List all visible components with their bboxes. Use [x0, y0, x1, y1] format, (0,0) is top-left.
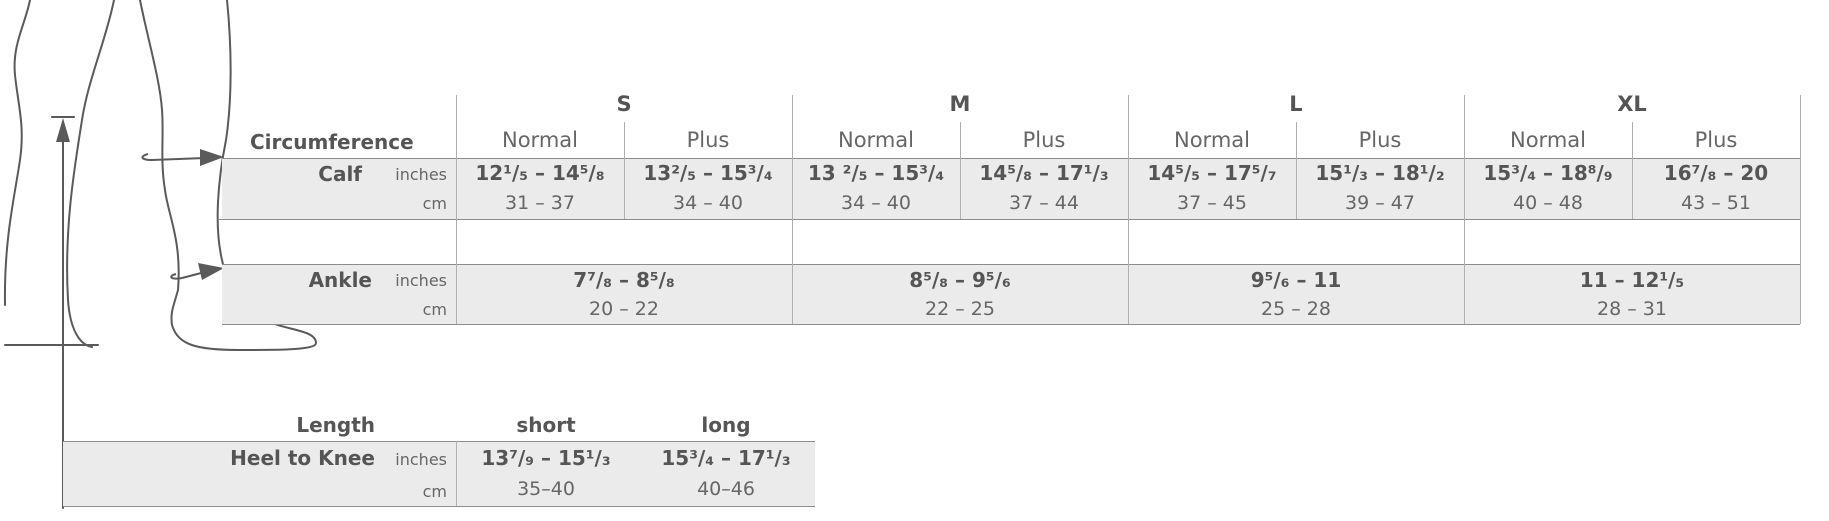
size-header-s: S [616, 92, 632, 116]
left-leg-outline-inner [66, 0, 115, 348]
ankle-arrow-head [198, 263, 224, 280]
column-divider [456, 95, 457, 324]
calf-inches-m-plus: 14⁵/₈ – 17¹/₃ [979, 161, 1109, 185]
rule [222, 264, 1800, 265]
ankle-band [222, 265, 1800, 324]
subheader-xl-normal: Normal [1510, 128, 1586, 152]
calf-cm-xl-plus: 43 – 51 [1681, 192, 1751, 214]
calf-arrow-head [200, 149, 224, 166]
calf-cm-m-normal: 34 – 40 [841, 192, 911, 214]
subheader-s-normal: Normal [502, 128, 578, 152]
ankle-cm-l: 25 – 28 [1261, 298, 1331, 320]
calf-inches-xl-normal: 15³/₄ – 18⁸/₉ [1483, 161, 1613, 185]
calf-unit-inches: inches [395, 165, 447, 184]
subheader-m-normal: Normal [838, 128, 914, 152]
heel-to-knee-cm-long: 40–46 [697, 478, 755, 500]
subheader-l-plus: Plus [1358, 128, 1402, 152]
subheader-m-plus: Plus [1022, 128, 1066, 152]
column-divider [792, 95, 793, 324]
sub-column-divider [624, 122, 625, 219]
right-leg-outline [139, 0, 317, 351]
sub-column-divider [960, 122, 961, 219]
height-arrow-head [56, 118, 70, 142]
heel-to-knee-unit-cm: cm [422, 482, 447, 501]
rule [63, 506, 815, 507]
length-header: Length [296, 413, 375, 437]
calf-cm-xl-normal: 40 – 48 [1513, 192, 1583, 214]
calf-measure-line [141, 153, 206, 162]
ankle-inches-s: 7⁷/₈ – 8⁵/₈ [573, 268, 675, 292]
calf-inches-xl-plus: 16⁷/₈ – 20 [1663, 161, 1769, 185]
heel-to-knee-inches-long: 15³/₄ – 17¹/₃ [661, 446, 791, 470]
size-header-l: L [1289, 92, 1303, 116]
ankle-unit-cm: cm [422, 300, 447, 319]
size-header-xl: XL [1617, 92, 1647, 116]
calf-cm-s-plus: 34 – 40 [673, 192, 743, 214]
ankle-cm-xl: 28 – 31 [1597, 298, 1667, 320]
calf-inches-s-plus: 13²/₅ – 15³/₄ [643, 161, 773, 185]
calf-inches-s-normal: 12¹/₅ – 14⁵/₈ [475, 161, 605, 185]
ankle-unit-inches: inches [395, 271, 447, 290]
subheader-s-plus: Plus [686, 128, 730, 152]
heel-to-knee-cm-short: 35–40 [517, 478, 575, 500]
calf-band [222, 159, 1800, 219]
length-col-short: short [516, 413, 576, 437]
sub-column-divider [1632, 122, 1633, 219]
calf-cm-m-plus: 37 – 44 [1009, 192, 1079, 214]
rule [222, 158, 1800, 159]
column-divider [1800, 95, 1801, 324]
subheader-l-normal: Normal [1174, 128, 1250, 152]
heel-to-knee-label: Heel to Knee [230, 446, 375, 470]
size-header-m: M [949, 92, 971, 116]
calf-cm-l-plus: 39 – 47 [1345, 192, 1415, 214]
calf-inches-m-normal: 13 ²/₅ – 15³/₄ [807, 161, 945, 185]
calf-cm-l-normal: 37 – 45 [1177, 192, 1247, 214]
calf-label: Calf [318, 162, 362, 186]
ankle-measure-line [170, 271, 206, 280]
ankle-cm-m: 22 – 25 [925, 298, 995, 320]
ankle-label: Ankle [308, 268, 372, 292]
length-col-long: long [701, 413, 751, 437]
calf-cm-s-normal: 31 – 37 [505, 192, 575, 214]
rule [222, 324, 1800, 325]
ankle-inches-xl: 11 – 12¹/₅ [1579, 268, 1685, 292]
heel-to-knee-unit-inches: inches [395, 450, 447, 469]
ankle-cm-s: 20 – 22 [589, 298, 659, 320]
heel-to-knee-inches-short: 13⁷/₉ – 15¹/₃ [481, 446, 611, 470]
column-divider [1128, 95, 1129, 324]
calf-unit-cm: cm [422, 194, 447, 213]
column-divider [1464, 95, 1465, 324]
calf-inches-l-plus: 15¹/₃ – 18¹/₂ [1315, 161, 1445, 185]
length-band [63, 442, 815, 506]
rule [218, 219, 1800, 220]
subheader-xl-plus: Plus [1694, 128, 1738, 152]
rule [63, 441, 815, 442]
calf-inches-l-normal: 14⁵/₅ – 17⁵/₇ [1147, 161, 1277, 185]
left-leg-outline [3, 0, 31, 306]
circumference-header: Circumference [250, 130, 414, 154]
ankle-inches-l: 9⁵/₆ – 11 [1250, 268, 1342, 292]
ankle-inches-m: 8⁵/₈ – 9⁵/₆ [909, 268, 1011, 292]
sub-column-divider [1296, 122, 1297, 219]
column-divider [456, 441, 457, 506]
